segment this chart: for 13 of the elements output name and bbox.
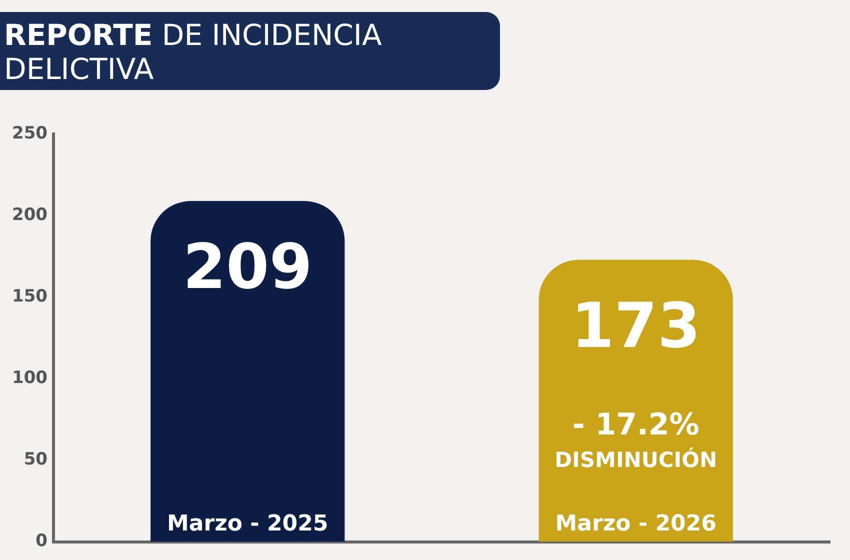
x-tick-label: Marzo - 2025: [167, 512, 328, 537]
annotation: DISMINUCIÓN: [554, 446, 718, 472]
y-tick-label: 50: [24, 450, 48, 470]
y-tick-label: 150: [12, 286, 48, 307]
y-tick-label: 0: [36, 531, 48, 552]
data-label: 173: [571, 288, 701, 362]
annotation: - 17.2%: [572, 408, 700, 443]
y-tick-label: 200: [12, 205, 48, 226]
x-tick-label: Marzo - 2026: [555, 512, 716, 537]
chart-title: REPORTE DE INCIDENCIA DELICTIVA: [0, 12, 500, 90]
y-tick-label: 100: [12, 368, 48, 388]
data-label: 209: [182, 230, 312, 304]
y-tick-label: 250: [12, 124, 48, 144]
